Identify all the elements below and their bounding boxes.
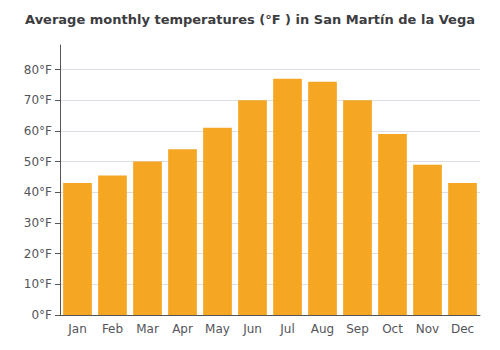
svg-text:50°F: 50°F <box>24 155 52 169</box>
svg-text:10°F: 10°F <box>24 277 52 291</box>
svg-text:80°F: 80°F <box>24 63 52 77</box>
svg-text:Jan: Jan <box>67 322 87 336</box>
svg-text:20°F: 20°F <box>24 247 52 261</box>
svg-text:Jul: Jul <box>279 322 294 336</box>
svg-text:0°F: 0°F <box>31 308 52 322</box>
svg-text:Mar: Mar <box>136 322 159 336</box>
svg-text:Sep: Sep <box>346 322 369 336</box>
svg-text:Average monthly temperatures (: Average monthly temperatures (°F ) in Sa… <box>25 12 475 27</box>
svg-text:May: May <box>205 322 230 336</box>
svg-text:Nov: Nov <box>416 322 439 336</box>
svg-text:60°F: 60°F <box>24 124 52 138</box>
svg-text:Apr: Apr <box>172 322 193 336</box>
svg-text:Oct: Oct <box>382 322 403 336</box>
svg-text:30°F: 30°F <box>24 216 52 230</box>
svg-text:Jun: Jun <box>242 322 262 336</box>
svg-text:Feb: Feb <box>102 322 123 336</box>
svg-text:40°F: 40°F <box>24 185 52 199</box>
svg-text:Aug: Aug <box>311 322 334 336</box>
svg-text:70°F: 70°F <box>24 93 52 107</box>
svg-text:Dec: Dec <box>451 322 474 336</box>
